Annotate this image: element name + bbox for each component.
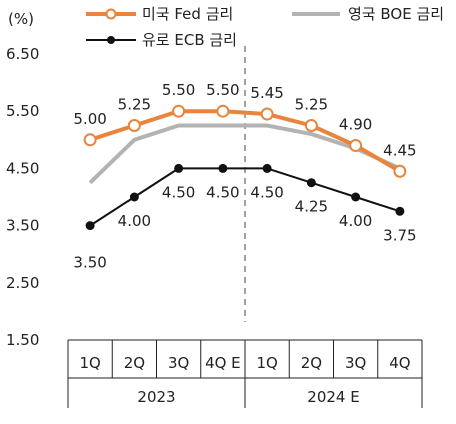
x-tick-label: 3Q [345,354,366,372]
x-tick-label: 1Q [256,354,277,372]
fed-marker [260,107,274,121]
data-labels-layer: 5.00 5.25 5.50 5.50 5.45 5.25 4.90 4.45 3.50 4.00… [73,81,416,271]
fed-marker [393,164,407,178]
fed-marker [349,139,363,153]
y-tick-label: 3.50 [6,217,39,235]
legend-marker [107,36,115,44]
ecb-marker [306,178,316,188]
data-label: 4.90 [339,116,372,134]
fed-marker [216,104,230,118]
data-label: 4.50 [162,183,195,201]
series-line-2 [89,167,401,227]
x-tick-label: 4Q E [205,354,241,372]
ecb-marker [129,192,139,202]
fed-marker [172,104,186,118]
y-tick-label: 1.50 [6,331,39,349]
data-label: 4.00 [118,212,151,230]
ecb-marker [262,163,272,173]
fed-marker [83,133,97,147]
fed-marker [304,119,318,132]
data-label: 4.45 [383,141,416,159]
series-line-1 [88,123,401,185]
data-label: 5.25 [118,96,151,114]
legend-marker [105,8,117,20]
data-label: 4.25 [295,198,328,216]
y-tick-label: 4.50 [6,159,39,177]
year-group-label: 2023 [137,388,175,406]
ecb-marker [174,163,184,173]
y-axis-unit-label: (%) [8,10,34,28]
data-label: 5.45 [250,84,283,102]
data-label: 3.50 [73,254,106,272]
data-label: 4.50 [250,183,283,201]
fed-marker [127,119,141,132]
data-label: 5.50 [206,81,239,99]
chart-axes: 1.50 2.50 3.50 4.50 5.50 6.50 1Q 2Q 3Q 4Q E 1Q 2Q 3Q… [6,45,423,408]
ecb-marker [85,221,95,231]
x-tick-label: 2Q [124,354,145,372]
legend-label: 유로 ECB 금리 [142,31,237,49]
x-tick-label: 4Q [389,354,410,372]
data-label: 3.75 [383,226,416,244]
year-group-label: 2024 E [307,388,359,406]
x-tick-label: 1Q [79,354,100,372]
x-tick-label: 2Q [301,354,322,372]
ecb-marker [351,192,361,202]
data-label: 5.50 [162,81,195,99]
y-tick-label: 6.50 [6,45,39,63]
ecb-marker [395,206,405,216]
series-layer [83,104,407,231]
legend-label: 영국 BOE 금리 [348,5,444,23]
ecb-marker [218,163,228,173]
data-label: 4.00 [339,212,372,230]
y-tick-label: 2.50 [6,274,39,292]
legend-label: 미국 Fed 금리 [142,5,233,23]
data-label: 5.25 [295,96,328,114]
series-line-0 [89,109,401,173]
data-label: 5.00 [73,110,106,128]
data-label: 4.50 [206,183,239,201]
y-tick-label: 5.50 [6,102,39,120]
x-tick-label: 3Q [168,354,189,372]
